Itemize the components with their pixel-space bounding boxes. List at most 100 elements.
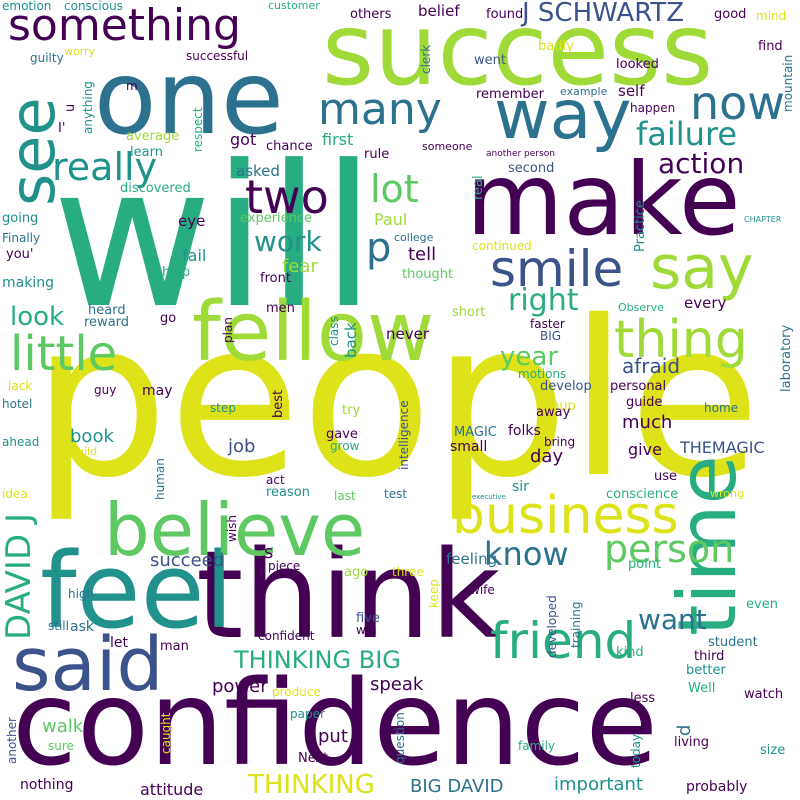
word-finally: Finally (2, 231, 41, 245)
word-real: real (471, 175, 486, 200)
word-going: going (2, 211, 39, 226)
word-right: right (508, 283, 579, 318)
word-discovered: discovered (120, 181, 191, 196)
word-anything: anything (81, 81, 95, 134)
word-may: may (142, 383, 173, 399)
word-happen: happen (630, 101, 676, 115)
word-front: front (260, 271, 291, 286)
word-emotion: emotion (2, 0, 52, 13)
word-worry: worry (64, 45, 96, 58)
word-fellow: fellow (192, 285, 435, 380)
word-probably: probably (686, 779, 748, 795)
word-guide: guide (626, 395, 663, 410)
word-themagic: THEMAGIC (680, 438, 765, 457)
word-conscience: conscience (606, 487, 679, 502)
word-living: living (674, 735, 710, 750)
word-self: self (618, 82, 645, 100)
word-next: Next (298, 751, 329, 766)
word-someone: someone (422, 140, 473, 153)
word-walk: walk (42, 716, 84, 737)
word-ago: ago (344, 565, 369, 580)
word-size: size (760, 743, 786, 758)
word-u: u (63, 103, 78, 112)
word-class: class (327, 316, 341, 346)
word-help: help (162, 265, 191, 280)
word-give: give (628, 440, 662, 459)
word-remember: remember (476, 87, 544, 102)
word-success: success (322, 0, 714, 108)
word-know: know (484, 535, 569, 573)
word-big: BIG (540, 329, 562, 343)
word-example: example (560, 85, 608, 98)
word-another: another (5, 717, 19, 764)
word-much: much (622, 412, 673, 433)
word-act: act (266, 473, 285, 487)
word-group: group (538, 399, 576, 414)
word-develop: develop (540, 379, 592, 394)
word-intelligence: intelligence (397, 400, 411, 470)
word-respect: respect (191, 107, 205, 152)
word-really: really (52, 145, 158, 189)
word-successful: successful (186, 49, 249, 63)
word-chapter: CHAPTER (744, 215, 782, 224)
word-now: now (690, 76, 785, 130)
word-let: let (110, 635, 128, 651)
word-caught: caught (159, 712, 173, 754)
word-heard: heard (88, 303, 126, 318)
word-today: today (629, 733, 643, 768)
word-another-person: another person (486, 149, 555, 159)
word-way: way (494, 76, 632, 155)
word-david-j: DAVID J (0, 513, 39, 640)
word-work: work (254, 225, 322, 258)
word-student: student (708, 635, 758, 650)
word-s: s (264, 542, 274, 563)
word-short: short (452, 305, 486, 320)
word-well: Well (688, 681, 716, 696)
word-gave: gave (326, 427, 358, 442)
word-put: put (318, 726, 348, 747)
word-thinking-big: THINKING BIG (234, 646, 401, 674)
word-friend: friend (490, 612, 637, 670)
word-want: want (638, 603, 707, 636)
word-failure: failure (636, 115, 738, 153)
word-think: think (196, 525, 501, 666)
word-attitude: attitude (140, 780, 204, 799)
word-job: job (228, 436, 256, 457)
word-thing: thing (614, 310, 748, 370)
word-confident: confident (258, 629, 315, 643)
word-never: never (386, 325, 430, 343)
word-day: day (530, 446, 564, 467)
word-win: win (356, 623, 377, 637)
word-year: year (500, 342, 559, 372)
word-still: still (48, 619, 69, 633)
word-business: business (452, 486, 679, 546)
word-ahead: ahead (2, 435, 40, 449)
word-lack: lack (8, 379, 33, 393)
word-conscious: conscious (64, 0, 123, 13)
word-first: first (322, 130, 354, 149)
word-developed: developed (545, 595, 559, 658)
word-learn: learn (130, 145, 163, 160)
word-second: second (508, 161, 555, 176)
word-home: home (704, 401, 739, 415)
word-making: making (2, 275, 54, 291)
word-guy: guy (94, 383, 117, 397)
word-chance: chance (266, 139, 313, 154)
word-use: use (654, 469, 678, 484)
word-two: two (245, 170, 329, 224)
word-big-david: BIG DAVID (410, 776, 504, 797)
word-every: every (684, 294, 727, 312)
word-said: said (12, 622, 164, 708)
word-fail: fail (182, 246, 207, 265)
word-human: human (153, 458, 167, 500)
word-produce: produce (272, 685, 321, 699)
word-reward: reward (84, 315, 130, 330)
word-paper: paper (290, 707, 325, 721)
word-faster: faster (530, 317, 565, 331)
word-p: p (366, 225, 392, 271)
word-training: training (569, 601, 583, 649)
word-kind: kind (616, 645, 644, 660)
word-book: book (70, 426, 114, 447)
word-three: three (392, 565, 424, 579)
word-good: good (714, 7, 747, 22)
